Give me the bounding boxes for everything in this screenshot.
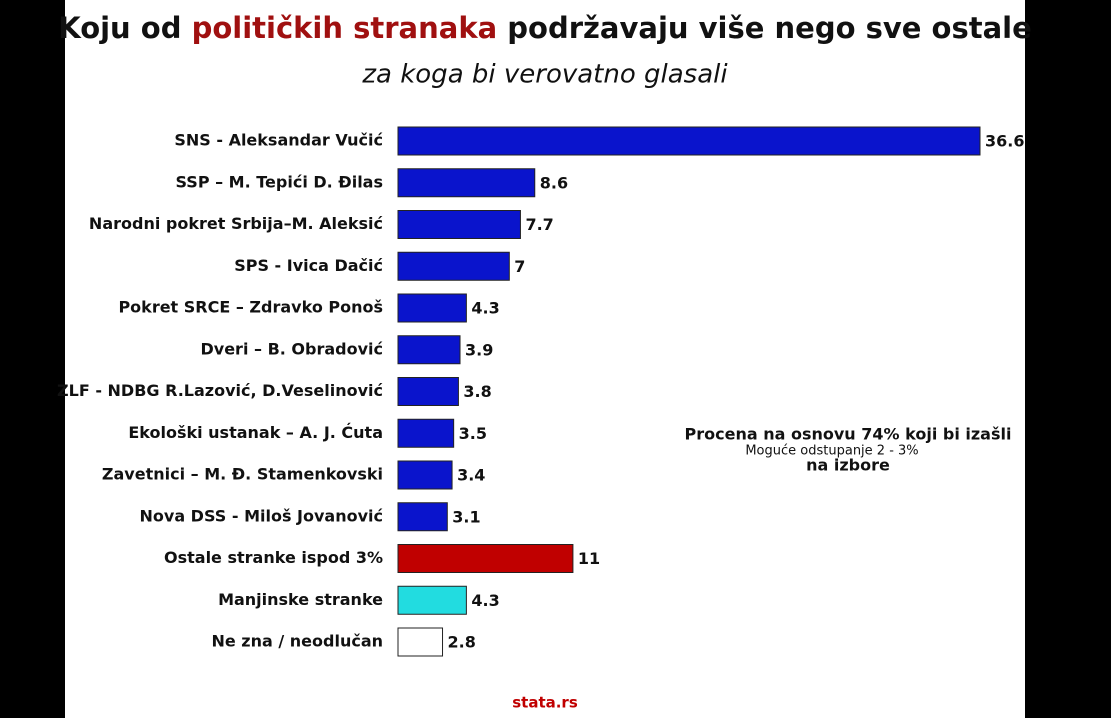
title-part: Koju od	[58, 11, 191, 45]
title-highlight: političkih stranaka	[192, 11, 498, 45]
y-tick-label: Dveri – B. Obradović	[200, 339, 383, 358]
bar	[397, 627, 444, 657]
data-label: 3.4	[457, 466, 485, 485]
y-tick-label: Nova DSS - Miloš Jovanović	[140, 506, 384, 525]
data-label: 7	[514, 257, 525, 276]
y-tick-label: SNS - Aleksandar Vučić	[174, 131, 383, 150]
title-part: podržavaju više nego sve ostale	[497, 11, 1032, 45]
data-label: 4.3	[471, 299, 499, 318]
bar	[397, 210, 521, 239]
chart-subtitle: za koga bi verovatno glasali	[361, 60, 728, 90]
bar	[397, 377, 459, 406]
y-tick-label: Zavetnici – M. Đ. Stamenkovski	[102, 465, 383, 484]
bar	[397, 502, 448, 532]
annotation: na izbore	[806, 456, 890, 475]
source: stata.rs	[512, 694, 578, 712]
y-tick-label: Manjinske stranke	[218, 590, 383, 609]
chart-title: Koju od političkih stranaka podržavaju v…	[58, 11, 1032, 45]
bar	[397, 585, 467, 615]
bar	[397, 460, 453, 490]
bar	[397, 126, 981, 156]
annotation: Procena na osnovu 74% koji bi izašli	[685, 425, 1012, 444]
data-label: 36.6	[985, 132, 1024, 151]
bar	[397, 168, 536, 198]
y-tick-label: Ne zna / neodlučan	[211, 632, 383, 651]
data-label: 11	[578, 549, 600, 568]
data-label: 3.1	[452, 507, 480, 526]
data-label: 2.8	[448, 633, 476, 652]
bar	[397, 544, 574, 573]
y-tick-label: Narodni pokret Srbija–M. Aleksić	[89, 214, 383, 233]
data-label: 8.6	[540, 173, 568, 192]
slide	[65, 0, 1025, 718]
bar	[397, 418, 455, 448]
annotation-small: Moguće odstupanje 2 - 3%	[745, 444, 918, 459]
y-tick-label: Ostale stranke ispod 3%	[164, 548, 383, 567]
y-tick-label: Pokret SRCE – Zdravko Ponoš	[118, 298, 383, 317]
y-tick-label: SSP – M. Tepići D. Đilas	[175, 172, 383, 191]
y-tick-label: Ekološki ustanak – A. J. Ćuta	[128, 423, 383, 442]
data-label: 7.7	[525, 215, 553, 234]
bar	[397, 335, 461, 365]
data-label: 3.9	[465, 340, 493, 359]
data-label: 4.3	[471, 591, 499, 610]
y-tick-label: SPS - Ivica Dačić	[234, 256, 383, 275]
bar	[397, 293, 467, 323]
bar	[397, 251, 510, 281]
y-tick-label: ZLF - NDBG R.Lazović, D.Veselinović	[57, 381, 383, 400]
data-label: 3.8	[463, 382, 491, 401]
data-label: 3.5	[459, 424, 487, 443]
